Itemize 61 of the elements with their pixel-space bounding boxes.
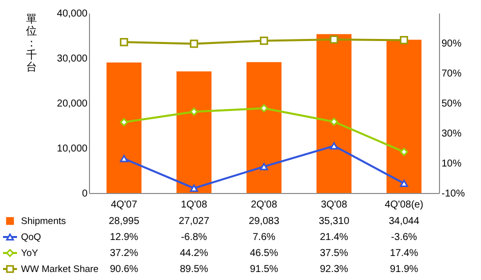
y2-tick-label: 10% [442, 158, 462, 170]
x-tick-label: 2Q'08 [250, 200, 278, 210]
bar [246, 62, 282, 193]
data-label: 37.2% [110, 248, 138, 259]
data-label: 7.6% [252, 232, 276, 243]
bar [106, 62, 142, 193]
legend-label: YoY [21, 248, 39, 259]
point [400, 36, 408, 44]
data-label: 92.3% [320, 264, 348, 275]
point [260, 162, 268, 170]
legend-label: QoQ [21, 232, 42, 243]
data-label: 12.9% [110, 232, 138, 243]
bar [386, 40, 422, 193]
y-tick-label: 10,000 [56, 144, 88, 154]
x-tick-label: 4Q'07 [110, 200, 138, 210]
legend-label: WW Market Share [21, 264, 99, 275]
data-label: -6.8% [180, 232, 208, 243]
point [190, 108, 198, 116]
y-tick-label: 40,000 [56, 8, 88, 20]
y-tick-label: 30,000 [56, 54, 88, 64]
x-tick-label: 3Q'08 [320, 200, 348, 210]
data-label: 17.4% [390, 248, 418, 259]
point [260, 104, 268, 112]
point [190, 184, 198, 192]
bar [316, 34, 352, 193]
point [400, 148, 408, 156]
y2-tick-label: 50% [442, 98, 462, 110]
data-label: 37.5% [320, 248, 348, 259]
data-label: 21.4% [320, 232, 348, 243]
x-tick-label: 1Q'08 [180, 200, 208, 210]
point [120, 154, 128, 162]
y-axis-title: 單位：千台 [26, 14, 37, 74]
y-tick-label: 20,000 [56, 98, 88, 110]
y2-tick-label: -10% [442, 188, 465, 200]
point [400, 180, 408, 188]
y2-tick-label: 70% [442, 68, 462, 80]
point [190, 40, 198, 48]
point [330, 142, 338, 150]
data-label: 29,083 [248, 216, 280, 227]
data-label: 46.5% [250, 248, 278, 259]
data-label: 44.2% [180, 248, 208, 259]
y-tick-label: 0 [82, 188, 88, 200]
data-label: 35,310 [318, 216, 350, 227]
data-label: 28,995 [108, 216, 140, 227]
x-tick-label: 4Q'08(e) [384, 200, 424, 210]
data-label: 27,027 [178, 216, 210, 227]
data-label: 34,044 [388, 216, 420, 227]
point [260, 36, 268, 45]
y2-tick-label: 90% [442, 38, 462, 50]
y2-tick-label: 30% [442, 128, 462, 140]
data-label: 91.5% [250, 264, 278, 275]
point [120, 38, 128, 46]
data-label: -3.6% [390, 232, 418, 243]
data-label: 90.6% [110, 264, 138, 275]
bar [176, 71, 212, 193]
legend-label: Shipments [21, 216, 66, 227]
data-label: 89.5% [180, 264, 208, 275]
point [330, 118, 338, 126]
data-label: 91.9% [390, 264, 418, 275]
point [120, 118, 128, 126]
point [330, 35, 338, 44]
